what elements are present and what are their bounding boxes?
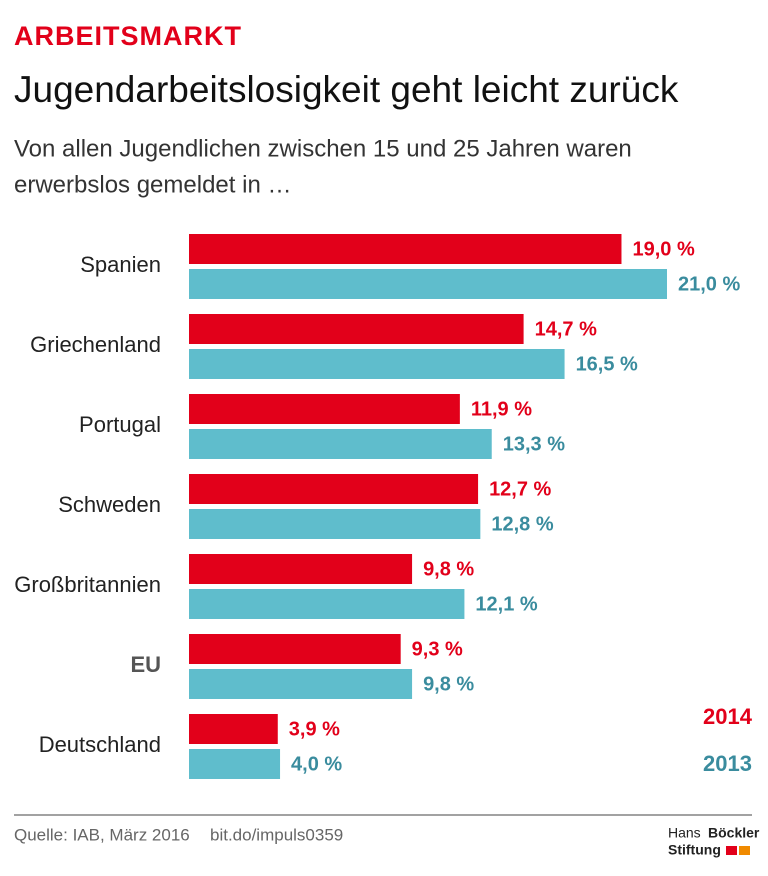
value-label: 4,0 % xyxy=(291,753,342,775)
bar xyxy=(189,509,481,539)
value-label: 9,8 % xyxy=(423,673,474,695)
value-label: 21,0 % xyxy=(678,273,740,295)
bar xyxy=(189,589,465,619)
logo-text: Böckler xyxy=(708,825,760,841)
bar xyxy=(189,669,413,699)
category-label: Griechenland xyxy=(30,332,161,357)
value-label: 11,9 % xyxy=(471,398,532,420)
value-label: 12,8 % xyxy=(491,513,553,535)
value-label: 9,3 % xyxy=(412,638,463,660)
value-label: 3,9 % xyxy=(289,718,340,740)
value-label: 14,7 % xyxy=(535,318,597,340)
legend-label: 2013 xyxy=(703,751,752,776)
legend-label: 2014 xyxy=(703,704,753,729)
logo-text: Stiftung xyxy=(668,842,721,858)
source: Quelle: IAB, März 2016 xyxy=(14,825,190,844)
logo-square xyxy=(726,846,737,855)
value-label: 19,0 % xyxy=(632,238,694,260)
bar xyxy=(189,554,413,584)
category-label: Großbritannien xyxy=(14,572,161,597)
bar xyxy=(189,474,479,504)
bar xyxy=(189,269,667,299)
bar xyxy=(189,634,401,664)
bar xyxy=(189,394,460,424)
kicker: ARBEITSMARKT xyxy=(14,21,242,51)
category-label: EU xyxy=(130,652,161,677)
value-label: 9,8 % xyxy=(423,558,474,580)
value-label: 13,3 % xyxy=(503,433,565,455)
value-label: 16,5 % xyxy=(576,353,638,375)
category-label: Schweden xyxy=(58,492,161,517)
bar xyxy=(189,714,278,744)
logo-text: Hans xyxy=(668,825,701,841)
category-label: Deutschland xyxy=(39,732,161,757)
bar xyxy=(189,349,565,379)
category-label: Portugal xyxy=(79,412,161,437)
bar xyxy=(189,314,524,344)
subtitle: erwerbslos gemeldet in … xyxy=(14,171,291,198)
bar xyxy=(189,749,281,779)
bar xyxy=(189,429,492,459)
bar xyxy=(189,234,622,264)
value-label: 12,7 % xyxy=(489,478,551,500)
category-label: Spanien xyxy=(80,252,161,277)
link: bit.do/impuls0359 xyxy=(210,825,343,844)
logo-square xyxy=(739,846,750,855)
subtitle: Von allen Jugendlichen zwischen 15 und 2… xyxy=(14,135,632,162)
value-label: 12,1 % xyxy=(475,593,537,615)
chart-title: Jugendarbeitslosigkeit geht leicht zurüc… xyxy=(14,69,679,110)
